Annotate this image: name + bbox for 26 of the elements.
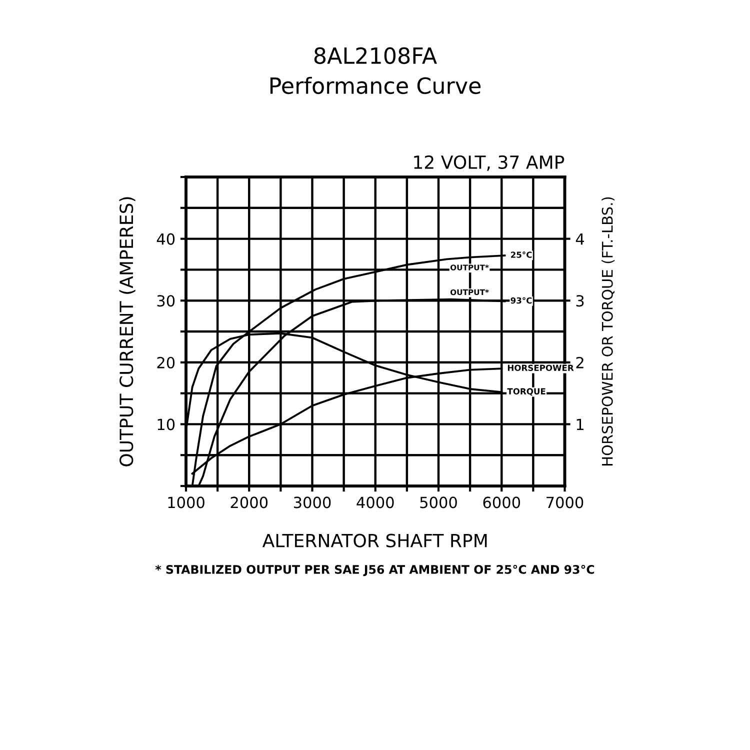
- text: * STABILIZED OUTPUT PER SAE J56 AT AMBIENT OF 25°C AND 93°C: [155, 564, 594, 576]
- x-tick-label: 5000: [420, 496, 457, 508]
- y2-axis-title: HORSEPOWER OR TORQUE (FT.-LBS.): [602, 197, 615, 466]
- series-label: 25°C: [510, 252, 532, 258]
- text: 12 VOLT, 37 AMP: [414, 155, 564, 171]
- x-tick-label: 7000: [546, 496, 584, 508]
- y-tick-label: 20: [157, 356, 175, 368]
- y-tick-label: 40: [156, 233, 175, 245]
- x-tick-label: 4000: [356, 496, 394, 508]
- chart-subtitle: Performance Curve: [270, 76, 481, 94]
- y-tick-label: 10: [158, 418, 175, 430]
- x-tick-label: 3000: [294, 496, 331, 508]
- y-tick-label: 30: [157, 295, 175, 307]
- y2-tick-label: 4: [576, 233, 584, 245]
- chart-title: 8AL2108FA: [314, 47, 437, 64]
- series-label: 93°C: [510, 297, 532, 304]
- x-axis-title: ALTERNATOR SHAFT RPM: [262, 534, 487, 548]
- y2-tick-label: 2: [576, 356, 584, 368]
- series-label: TORQUE: [507, 388, 546, 396]
- x-tick-label: 2000: [230, 496, 268, 508]
- x-tick-label: 6000: [483, 496, 520, 508]
- y-axis-title: OUTPUT CURRENT (AMPERES): [119, 197, 136, 466]
- y2-tick-label: 1: [576, 418, 584, 430]
- x-tick-label: 1000: [168, 496, 204, 508]
- series-label: HORSEPOWER: [508, 364, 574, 371]
- y2-tick-label: 3: [576, 295, 584, 307]
